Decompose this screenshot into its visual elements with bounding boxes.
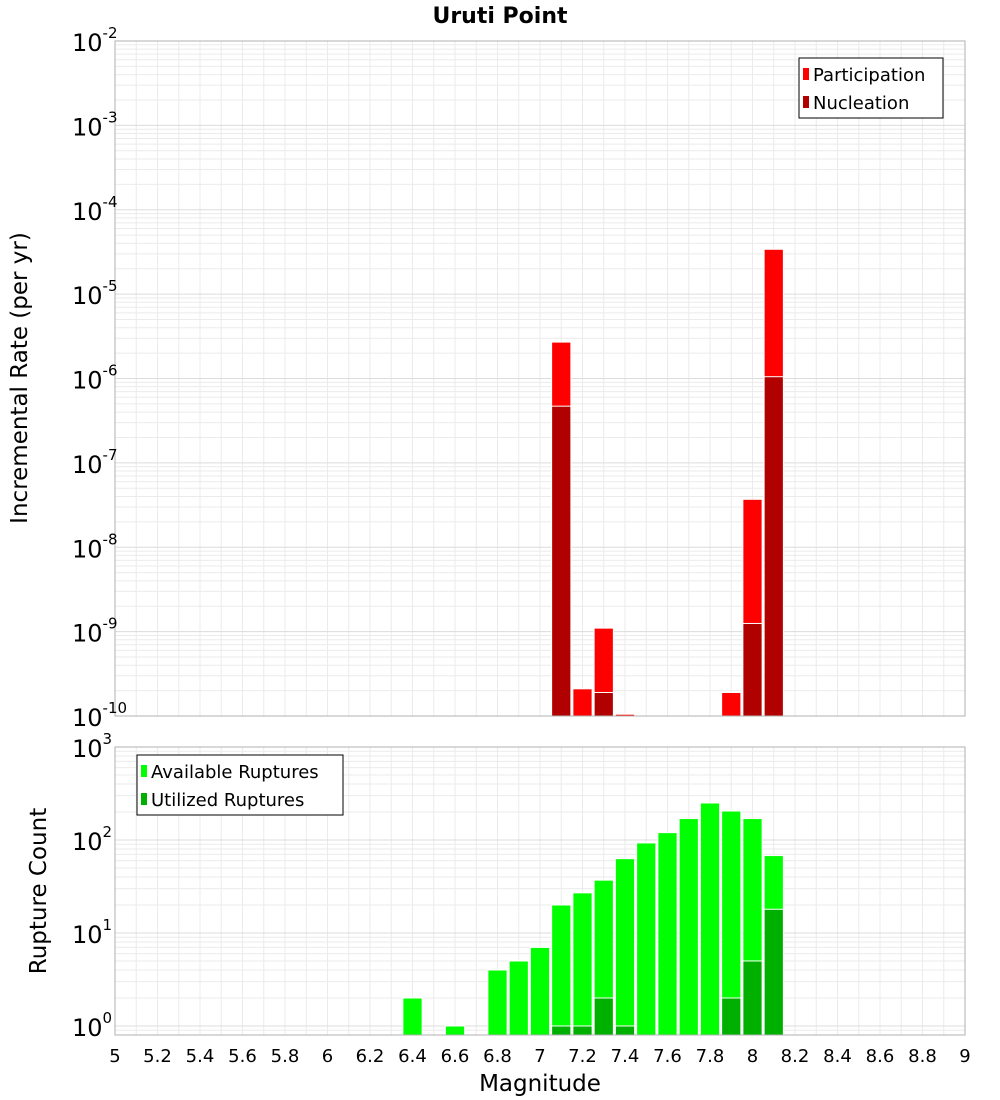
rate-legend: Participation Nucleation [798,57,944,119]
x-tick-label: 5.8 [271,1046,300,1067]
x-tick-label: 6.2 [356,1046,385,1067]
x-tick-label: 8.2 [781,1046,810,1067]
rate-legend-label: Nucleation [813,93,909,114]
count-panel: 100 101 102 103 Rupture Count Available Rup… [26,730,966,1042]
count-bar-secondary [721,997,742,1036]
count-y-axis-title: Rupture Count [26,808,52,974]
rate-bar-secondary [742,622,763,717]
x-tick-label: 7.4 [611,1046,640,1067]
x-tick-label: 5 [109,1046,120,1067]
count-legend: Available Ruptures Utilized Ruptures [136,754,344,816]
rate-y-ticks: 10-10 10-9 10-8 10-7 10-6 10-5 10-4 10-3 10-2 [72,24,127,732]
x-tick-label: 7 [534,1046,545,1067]
rate-y-tick-label: 10-8 [72,530,118,563]
count-legend-swatch [141,765,147,777]
rate-y-tick-label: 10-10 [72,699,127,732]
count-y-tick-label: 103 [72,730,112,763]
rate-legend-label: Participation [813,65,925,86]
count-bars [402,802,784,1036]
count-bar-primary [614,858,636,1036]
rate-y-tick-label: 10-9 [72,615,118,648]
count-bar-primary [551,904,572,1036]
rate-grid [114,40,966,717]
count-bar-primary [657,832,678,1036]
count-bar-secondary [614,1025,636,1036]
count-y-tick-label: 102 [72,823,112,856]
rate-y-tick-label: 10-3 [72,108,118,141]
count-bar-primary [508,960,529,1036]
count-bar-secondary [742,960,763,1036]
count-plot-frame [114,746,966,1036]
count-legend-label: Available Ruptures [151,762,319,783]
x-tick-label: 6 [322,1046,333,1067]
count-legend-label: Utilized Ruptures [151,790,304,811]
count-bar-secondary [572,1025,593,1036]
count-legend-box [136,754,344,816]
count-y-tick-label: 101 [72,916,112,949]
count-bar-secondary [593,997,614,1036]
rate-bar-primary [721,691,742,717]
count-bar-secondary [763,908,784,1036]
count-y-tick-label: 100 [72,1009,112,1042]
rate-bars [551,248,784,717]
x-tick-labels: 5 5.2 5.4 5.6 5.8 6 6.2 6.4 6.6 6.8 7 7.2 7.4 7.6 7.8 8… [109,1046,970,1067]
rate-bar-secondary [551,405,572,717]
x-tick-label: 6.8 [483,1046,512,1067]
x-axis-title: Magnitude [479,1071,601,1097]
count-bar-primary [402,997,423,1036]
count-y-ticks: 100 101 102 103 [72,730,112,1042]
rate-legend-swatch [803,96,809,108]
x-tick-label: 7.6 [653,1046,682,1067]
count-bar-primary [444,1025,466,1036]
count-bar-primary [636,842,657,1036]
x-tick-label: 8 [747,1046,758,1067]
x-tick-label: 8.6 [866,1046,895,1067]
rate-y-axis-title: Incremental Rate (per yr) [7,232,33,524]
count-bar-primary [699,802,721,1036]
x-tick-label: 6.6 [441,1046,470,1067]
x-tick-label: 5.4 [186,1046,215,1067]
rate-bar-secondary [593,691,614,717]
rate-y-tick-label: 10-2 [72,24,118,57]
count-bar-primary [487,969,508,1036]
count-bar-primary [529,946,551,1036]
count-bar-secondary [551,1025,572,1036]
rate-y-tick-label: 10-6 [72,362,118,395]
x-tick-label: 8.8 [908,1046,937,1067]
x-tick-label: 9 [959,1046,970,1067]
rate-y-tick-label: 10-4 [72,193,118,226]
rate-plot-frame [114,40,966,717]
count-legend-swatch [141,793,147,805]
x-tick-label: 5.6 [228,1046,257,1067]
rate-legend-box [798,57,944,119]
rate-bar-primary [572,688,593,717]
x-tick-label: 5.2 [143,1046,172,1067]
x-tick-label: 7.2 [568,1046,597,1067]
x-tick-label: 8.4 [823,1046,852,1067]
x-tick-label: 7.8 [696,1046,725,1067]
rate-panel: 10-10 10-9 10-8 10-7 10-6 10-5 10-4 10-3 10-2 In… [7,24,966,732]
x-tick-label: 6.4 [398,1046,427,1067]
count-bar-primary [572,892,593,1036]
rate-y-tick-label: 10-5 [72,277,118,310]
chart-title: Uruti Point [432,4,568,29]
rate-bar-secondary [763,376,784,717]
rate-y-tick-label: 10-7 [72,446,118,479]
rate-legend-swatch [803,68,809,80]
count-bar-primary [678,818,699,1036]
